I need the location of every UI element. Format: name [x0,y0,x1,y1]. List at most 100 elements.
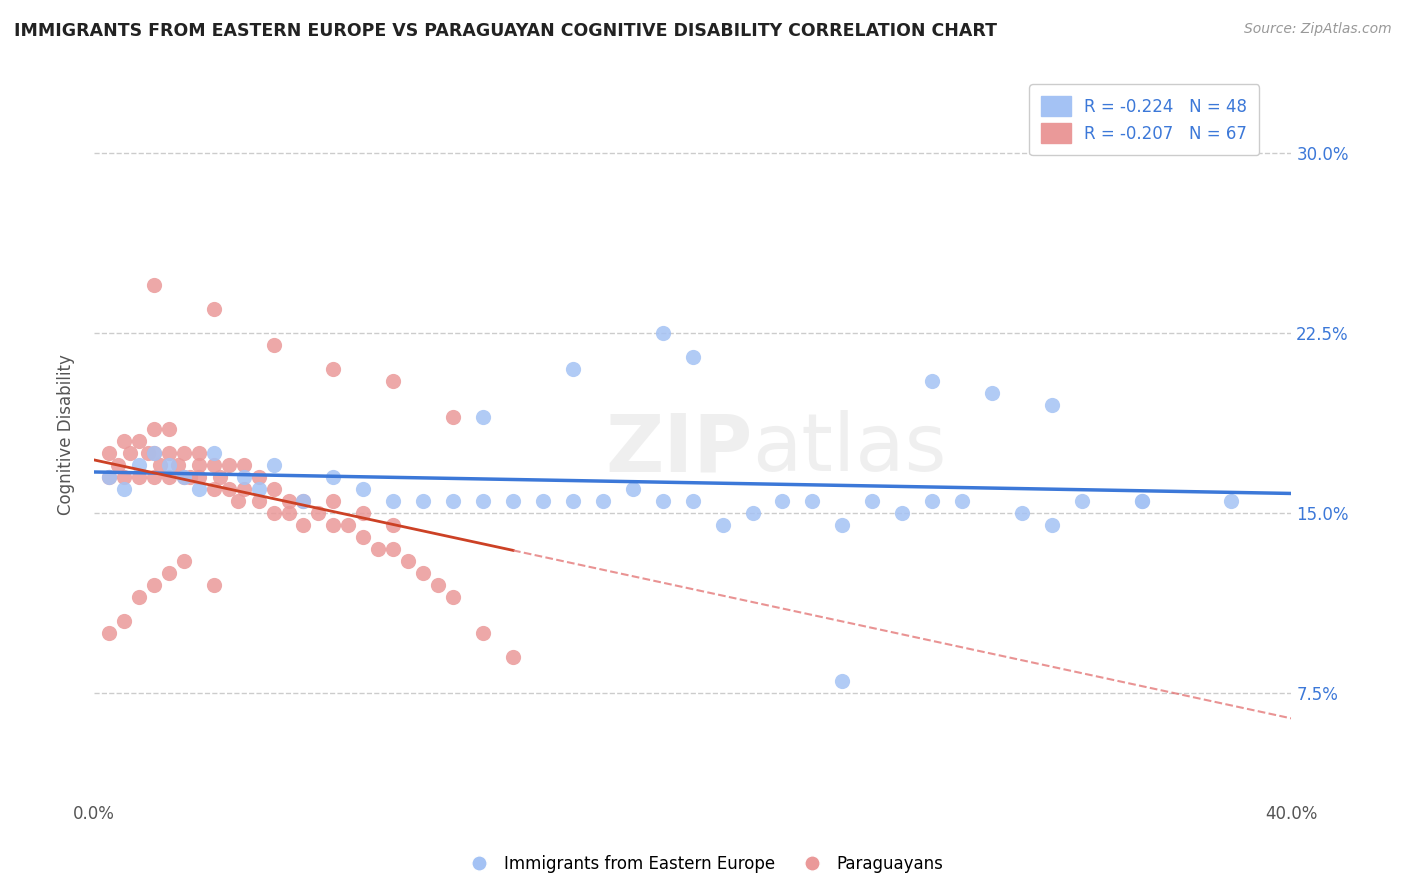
Point [427,577,450,591]
Point [232,482,254,496]
Point [921,374,943,388]
Point [128,469,150,483]
Point [173,553,195,567]
Point [97,469,120,483]
Point [502,493,524,508]
Point [382,517,405,532]
Point [352,530,374,544]
Point [307,506,329,520]
Point [367,541,389,556]
Text: ZIP: ZIP [605,410,752,488]
Point [149,458,172,472]
Point [561,493,583,508]
Point [651,493,673,508]
Point [263,506,285,520]
Point [247,482,270,496]
Point [322,469,344,483]
Point [142,469,165,483]
Point [157,421,180,435]
Point [277,506,299,520]
Point [166,458,188,472]
Text: Source: ZipAtlas.com: Source: ZipAtlas.com [1244,22,1392,37]
Point [860,493,883,508]
Point [441,409,464,424]
Point [621,482,644,496]
Point [412,493,434,508]
Point [277,493,299,508]
Point [187,482,209,496]
Point [441,590,464,604]
Point [202,458,225,472]
Point [441,493,464,508]
Point [142,445,165,459]
Point [801,493,824,508]
Point [651,326,673,340]
Point [173,469,195,483]
Point [202,301,225,316]
Point [97,469,120,483]
Point [472,409,495,424]
Point [142,421,165,435]
Point [472,625,495,640]
Point [142,277,165,292]
Point [682,350,704,364]
Point [382,493,405,508]
Point [157,469,180,483]
Y-axis label: Cognitive Disability: Cognitive Disability [58,354,75,515]
Point [352,482,374,496]
Point [218,458,240,472]
Point [142,445,165,459]
Point [128,458,150,472]
Point [950,493,973,508]
Point [531,493,554,508]
Point [157,445,180,459]
Point [981,385,1004,400]
Point [1040,398,1063,412]
Point [173,469,195,483]
Point [187,445,209,459]
Point [292,493,315,508]
Point [232,458,254,472]
Point [112,469,135,483]
Point [118,445,141,459]
Point [226,493,249,508]
Point [741,506,763,520]
Point [921,493,943,508]
Point [136,445,159,459]
Point [1070,493,1092,508]
Point [107,458,129,472]
Point [208,469,231,483]
Point [112,482,135,496]
Point [412,566,434,580]
Point [263,458,285,472]
Point [1220,493,1243,508]
Point [1011,506,1033,520]
Text: IMMIGRANTS FROM EASTERN EUROPE VS PARAGUAYAN COGNITIVE DISABILITY CORRELATION CH: IMMIGRANTS FROM EASTERN EUROPE VS PARAGU… [14,22,997,40]
Point [202,482,225,496]
Point [711,517,734,532]
Point [173,445,195,459]
Point [247,469,270,483]
Point [97,625,120,640]
Point [263,337,285,351]
Point [322,493,344,508]
Point [187,458,209,472]
Point [322,361,344,376]
Point [831,673,853,688]
Point [1130,493,1153,508]
Point [128,434,150,448]
Point [157,458,180,472]
Point [382,541,405,556]
Point [247,493,270,508]
Point [337,517,360,532]
Point [157,566,180,580]
Point [396,553,419,567]
Point [831,517,853,532]
Point [770,493,793,508]
Point [97,445,120,459]
Point [128,590,150,604]
Point [112,614,135,628]
Legend: Immigrants from Eastern Europe, Paraguayans: Immigrants from Eastern Europe, Paraguay… [456,848,950,880]
Point [218,482,240,496]
Legend: R = -0.224   N = 48, R = -0.207   N = 67: R = -0.224 N = 48, R = -0.207 N = 67 [1029,84,1258,155]
